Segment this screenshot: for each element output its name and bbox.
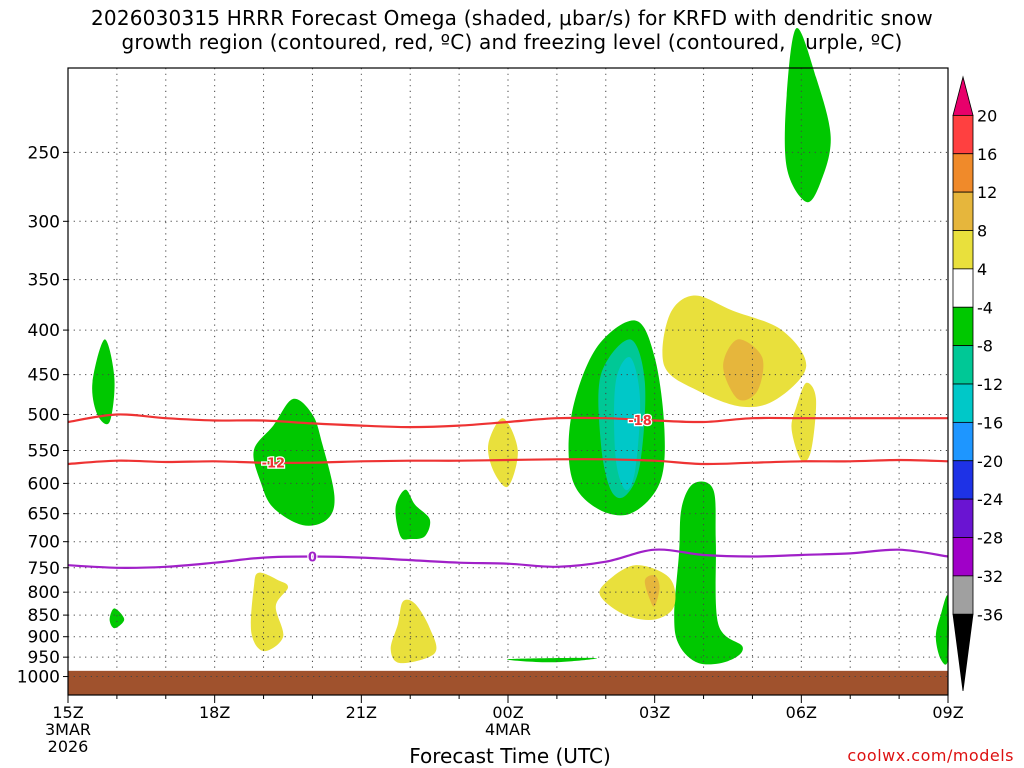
colorbar-box-9 — [952, 421, 974, 462]
x-tick-label-3-0: 18Z — [199, 703, 230, 722]
colorbar-label-9: -20 — [977, 452, 1003, 471]
colorbar-box-5 — [952, 268, 974, 308]
omega-region-10 — [935, 595, 949, 665]
y-tick-label-350: 350 — [28, 271, 60, 291]
y-tick-label-450: 450 — [28, 366, 60, 386]
y-tick-label-750: 750 — [28, 559, 60, 579]
omega-region-7 — [614, 357, 641, 491]
x-tick-label-0-0: 15Z — [52, 703, 83, 722]
colorbar-label-12: -32 — [977, 567, 1003, 586]
x-tick-label-15-0: 06Z — [786, 703, 817, 722]
dgz-contour-0-label: -18 — [628, 414, 652, 429]
ground-terrain — [68, 670, 948, 695]
colorbar-box-13 — [952, 575, 974, 615]
colorbar-box-11 — [952, 498, 974, 538]
x-tick-label-9-0: 00Z — [492, 703, 523, 722]
omega-region-12 — [390, 599, 437, 664]
colorbar-box-6 — [952, 306, 974, 347]
y-tick-label-650: 650 — [28, 505, 60, 525]
colorbar-label-11: -28 — [977, 529, 1003, 548]
y-tick-label-500: 500 — [28, 405, 60, 425]
omega-region-15 — [644, 574, 660, 607]
y-tick-label-300: 300 — [28, 212, 60, 232]
colorbar-label-0: 20 — [977, 106, 997, 125]
omega-region-1 — [109, 608, 125, 629]
colorbar-label-1: 16 — [977, 145, 997, 164]
omega-region-9 — [784, 28, 831, 203]
colorbar-label-4: 4 — [977, 260, 987, 279]
chart-title: 2026030315 HRRR Forecast Omega (shaded, … — [0, 6, 1024, 54]
colorbar-label-7: -12 — [977, 375, 1003, 394]
y-tick-label-900: 900 — [28, 628, 60, 648]
colorbar-label-5: -4 — [977, 298, 993, 317]
chart-title-line-1: 2026030315 HRRR Forecast Omega (shaded, … — [90, 6, 933, 30]
omega-region-8 — [674, 481, 743, 665]
omega-region-0 — [92, 339, 115, 425]
colorbar-label-8: -16 — [977, 413, 1003, 432]
colorbar-box-1 — [952, 114, 974, 155]
grid-lines — [68, 68, 948, 678]
colorbar-box-3 — [952, 191, 974, 231]
x-tick-label-12-0: 03Z — [639, 703, 670, 722]
y-tick-label-800: 800 — [28, 583, 60, 603]
colorbar-box-10 — [952, 460, 974, 500]
freezing-level-line — [67, 548, 949, 569]
colorbar-label-10: -24 — [977, 490, 1003, 509]
x-tick-label-9-1: 4MAR — [485, 720, 531, 739]
omega-region-4 — [507, 657, 597, 663]
y-tick-label-550: 550 — [28, 442, 60, 462]
omega-region-3 — [395, 489, 431, 540]
x-axis-label: Forecast Time (UTC) — [409, 744, 611, 768]
x-tick-label-0-1: 3MAR — [45, 720, 91, 739]
dgz-contour-1-label: -12 — [262, 457, 286, 472]
y-tick-label-850: 850 — [28, 606, 60, 626]
dgz-contour-0-line — [67, 413, 948, 429]
source-credit: coolwx.com/models — [847, 746, 1014, 765]
x-tick-label-6-0: 21Z — [346, 703, 377, 722]
colorbar-box-12 — [952, 537, 974, 577]
colorbar: 20 16 12 8 4 -4 -8 -12 -16 -20 -24 -28 -32 -36 — [952, 75, 1003, 692]
chart-title-line-2: growth region (contoured, red, ºC) and f… — [121, 30, 903, 54]
colorbar-bottom-arrow — [952, 613, 974, 692]
y-tick-label-950: 950 — [28, 648, 60, 668]
dgz-contour-1-line — [67, 458, 949, 466]
y-tick-label-400: 400 — [28, 321, 60, 341]
colorbar-label-3: 8 — [977, 222, 987, 241]
omega-region-11 — [250, 572, 289, 652]
colorbar-box-4 — [952, 230, 974, 270]
omega-region-17 — [723, 339, 764, 401]
y-axis: 2503003504004505005506006507007508008509… — [17, 143, 68, 688]
colorbar-label-13: -36 — [977, 605, 1003, 624]
x-tick-label-18-0: 09Z — [932, 703, 963, 722]
y-tick-label-600: 600 — [28, 474, 60, 494]
colorbar-box-8 — [952, 383, 974, 423]
y-tick-label-250: 250 — [28, 143, 60, 163]
freezing-level-label: 0 — [308, 551, 317, 566]
omega-region-13 — [487, 418, 518, 488]
colorbar-box-7 — [952, 345, 974, 385]
colorbar-box-2 — [952, 153, 974, 193]
colorbar-label-6: -8 — [977, 337, 993, 356]
y-tick-label-1000: 1000 — [17, 668, 60, 688]
y-tick-label-700: 700 — [28, 533, 60, 553]
colorbar-top-arrow — [952, 75, 974, 116]
colorbar-label-2: 12 — [977, 183, 997, 202]
omega-region-18 — [791, 382, 817, 463]
x-tick-label-0-2: 2026 — [48, 737, 89, 756]
